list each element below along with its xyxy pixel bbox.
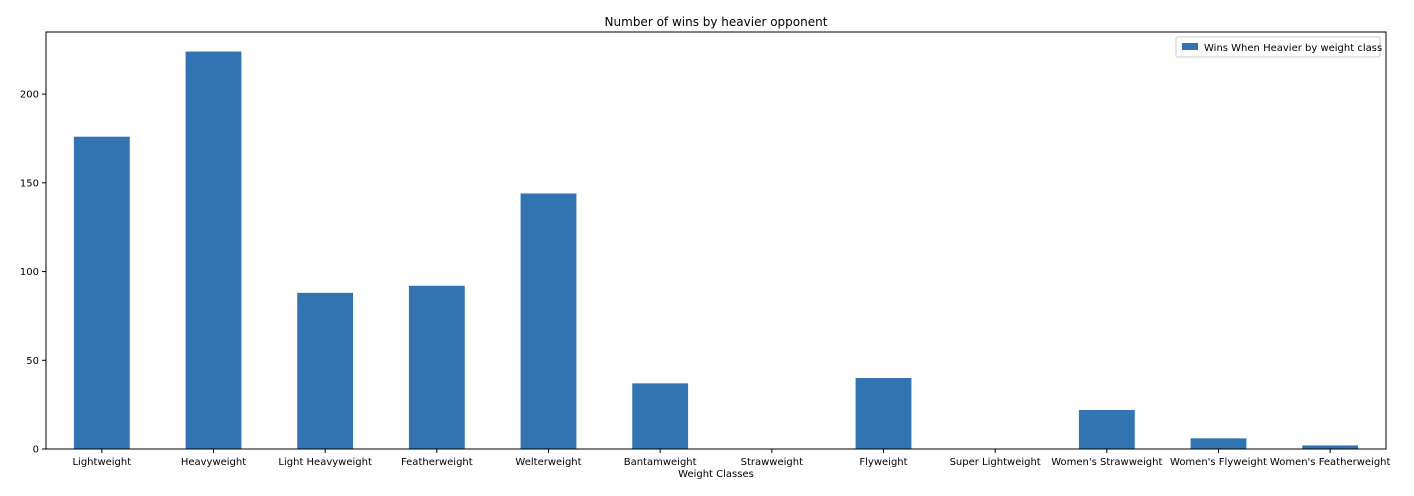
bar <box>1302 445 1359 449</box>
x-tick-label: Super Lightweight <box>950 457 1041 468</box>
plot-frame <box>45 31 1387 450</box>
bar <box>1078 409 1135 449</box>
x-tick-label: Heavyweight <box>181 457 246 468</box>
x-tick-label: Strawweight <box>741 457 803 468</box>
bar <box>185 51 242 449</box>
legend-swatch <box>1182 43 1198 50</box>
x-tick-label: Flyweight <box>859 457 907 468</box>
bars-group <box>73 51 1359 450</box>
y-tick-label: 100 <box>20 267 39 278</box>
legend-label: Wins When Heavier by weight class <box>1204 43 1382 54</box>
bar <box>297 292 354 449</box>
y-tick-label: 0 <box>33 445 39 456</box>
x-tick-label: Bantamweight <box>624 457 697 468</box>
x-tick-label: Welterweight <box>515 457 581 468</box>
bar <box>632 383 689 449</box>
y-tick-label: 200 <box>20 90 39 101</box>
chart-title: Number of wins by heavier opponent <box>605 15 828 29</box>
legend: Wins When Heavier by weight class <box>1175 36 1382 58</box>
x-tick-label: Women's Strawweight <box>1051 457 1162 468</box>
y-axis: 0 50 100 150 200 <box>20 90 46 456</box>
x-tick-label: Lightweight <box>72 457 131 468</box>
bar <box>408 285 465 449</box>
legend-box <box>1175 36 1381 58</box>
x-tick-label: Featherweight <box>401 457 473 468</box>
x-tick-label: Light Heavyweight <box>278 457 372 468</box>
x-tick-label: Women's Flyweight <box>1170 457 1267 468</box>
y-tick-label: 150 <box>20 178 39 189</box>
x-axis-label: Weight Classes <box>678 469 754 480</box>
bar <box>1190 438 1247 449</box>
x-axis: Lightweight Heavyweight Light Heavyweight F… <box>72 449 1391 468</box>
y-tick-label: 50 <box>26 356 39 367</box>
bar <box>520 193 577 449</box>
bar <box>73 136 130 450</box>
x-tick-label: Women's Featherweight <box>1270 457 1391 468</box>
bar <box>855 378 912 449</box>
